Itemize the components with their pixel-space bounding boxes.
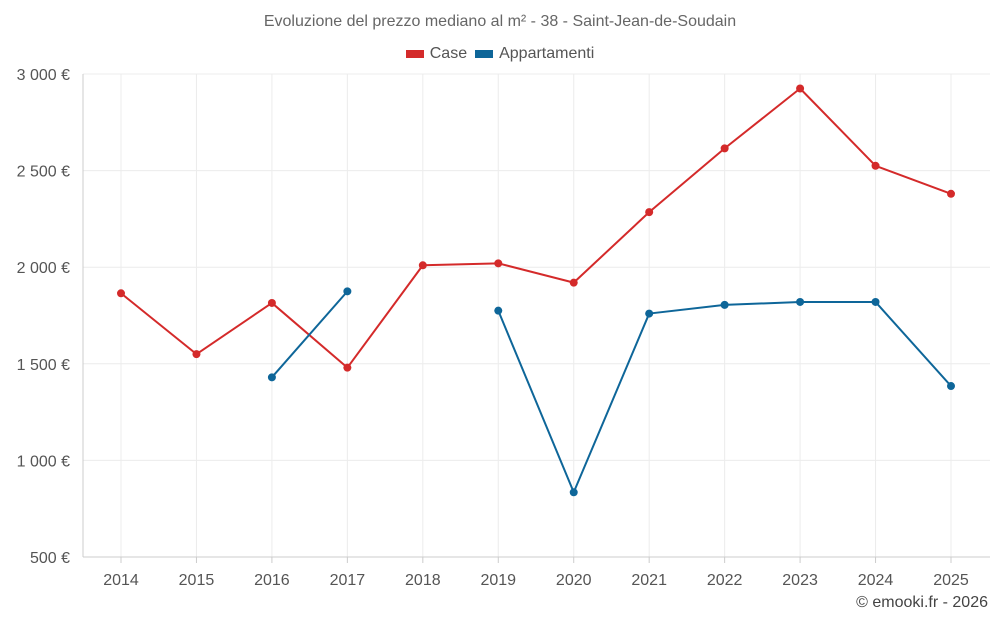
data-point-appartamenti-2023	[796, 297, 805, 306]
data-point-case-2016	[267, 298, 276, 307]
data-point-appartamenti-2021	[645, 309, 654, 318]
data-point-appartamenti-2016	[267, 373, 276, 382]
legend-swatch-appartamenti	[475, 50, 494, 58]
y-tick-label: 2 000 €	[17, 260, 70, 277]
data-point-case-2021	[645, 208, 654, 217]
data-point-appartamenti-2025	[947, 382, 955, 391]
grid	[83, 73, 990, 557]
x-tick-label: 2025	[933, 572, 969, 589]
x-tick-label: 2019	[480, 572, 516, 589]
y-tick-label: 1 000 €	[17, 453, 70, 470]
data-point-case-2022	[720, 144, 729, 153]
x-tick-label: 2015	[179, 572, 215, 589]
x-tick-label: 2022	[707, 572, 743, 589]
x-tick-label: 2021	[631, 572, 667, 589]
legend-label-appartamenti: Appartamenti	[499, 45, 595, 62]
legend: Case Appartamenti	[0, 45, 1000, 63]
x-tick-label: 2023	[782, 572, 818, 589]
legend-item-case[interactable]: Case	[405, 45, 468, 63]
x-tick-label: 2014	[103, 572, 139, 589]
data-point-appartamenti-2024	[871, 297, 880, 306]
series-line-appartamenti	[271, 290, 349, 378]
legend-item-appartamenti[interactable]: Appartamenti	[475, 45, 594, 63]
x-tick-label: 2024	[858, 572, 894, 589]
x-tick-label: 2018	[405, 572, 441, 589]
data-point-case-2019	[494, 259, 503, 268]
x-tick-label: 2017	[330, 572, 366, 589]
x-tick-label: 2016	[254, 572, 290, 589]
legend-label-case: Case	[429, 45, 468, 62]
data-point-appartamenti-2017	[343, 287, 352, 296]
data-point-case-2018	[418, 261, 427, 270]
y-tick-label: 500 €	[30, 550, 70, 567]
data-point-case-2014	[117, 289, 125, 298]
legend-swatch-case	[405, 50, 424, 58]
series-line-case	[120, 87, 952, 369]
data-point-case-2024	[871, 161, 880, 170]
data-point-case-2020	[569, 278, 578, 287]
y-tick-label: 3 000 €	[17, 67, 70, 84]
y-tick-label: 1 500 €	[17, 357, 70, 374]
axes: 500 € 1 000 € 1 500 € 2 000 € 2 500 € 3 000 €…	[17, 67, 990, 589]
data-point-case-2015	[192, 350, 201, 359]
data-point-appartamenti-2020	[569, 488, 578, 497]
y-tick-label: 2 500 €	[17, 164, 70, 181]
data-point-appartamenti-2019	[494, 306, 503, 315]
x-tick-label: 2020	[556, 572, 592, 589]
data-point-case-2017	[343, 363, 352, 372]
data-point-case-2023	[796, 84, 805, 93]
chart-title: Evoluzione del prezzo mediano al m² - 38…	[263, 13, 737, 30]
series-lines	[120, 87, 952, 494]
data-point-appartamenti-2022	[720, 300, 729, 309]
data-point-case-2025	[947, 189, 955, 198]
copyright-text: © emooki.fr - 2026	[856, 594, 988, 611]
series-points	[117, 84, 955, 497]
